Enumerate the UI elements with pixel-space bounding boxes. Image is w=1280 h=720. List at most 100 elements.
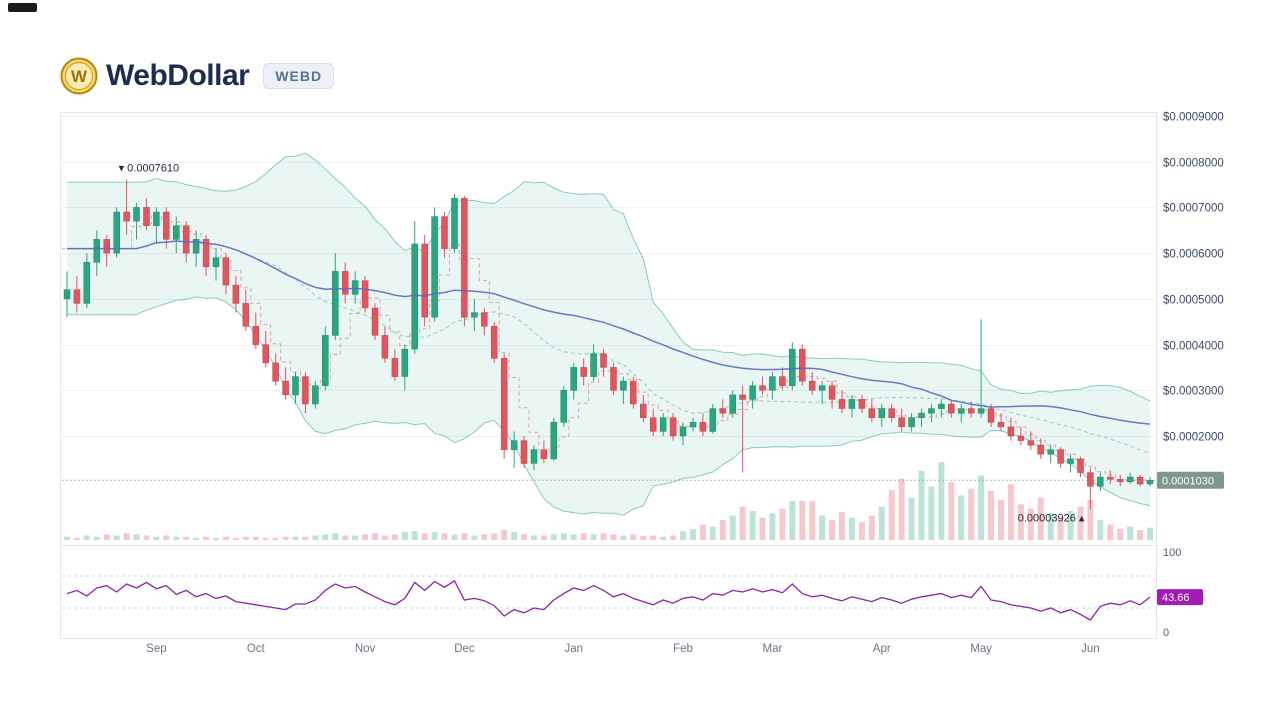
volume-bar — [302, 536, 309, 540]
candle-body — [212, 257, 220, 268]
candle-body — [471, 312, 478, 318]
candle-body — [649, 417, 657, 432]
rsi-value-badge — [1157, 589, 1203, 606]
volume-bar — [948, 482, 955, 540]
candle-body — [83, 262, 91, 304]
volume-bar — [1127, 526, 1134, 540]
volume-bar — [113, 535, 120, 540]
volume-bar — [799, 501, 806, 540]
candle-body — [202, 239, 210, 268]
svg-text:W: W — [71, 67, 88, 86]
candle-body — [818, 385, 826, 391]
candle-body — [1057, 449, 1064, 464]
bollinger-upper-line — [67, 152, 1151, 402]
candle-body — [878, 408, 885, 418]
volume-bar — [898, 478, 905, 540]
candle-body — [351, 280, 359, 295]
volume-bar — [829, 519, 836, 540]
volume-bar — [441, 533, 448, 540]
volume-bar — [292, 536, 299, 540]
volume-bar — [352, 535, 359, 540]
volume-bar — [809, 501, 816, 540]
volume-bar — [242, 536, 249, 540]
volume-bar — [1057, 517, 1064, 540]
volume-bar — [153, 536, 160, 540]
volume-bar — [719, 519, 726, 540]
volume-bar — [630, 534, 637, 540]
candle-body — [828, 385, 836, 400]
y-tick-label: $0.0004000 — [1163, 341, 1224, 353]
header: W WebDollar WEBD — [60, 57, 335, 95]
volume-bar — [858, 522, 865, 540]
volume-bar — [868, 515, 875, 540]
candle-body — [192, 239, 200, 254]
volume-bar — [998, 499, 1004, 540]
volume-bar — [372, 533, 378, 540]
candle-body — [1067, 458, 1074, 464]
candle-body — [1007, 426, 1015, 437]
candle-body — [1087, 472, 1094, 487]
candle-body — [977, 408, 985, 414]
x-axis-month-label: Sep — [146, 643, 166, 655]
candle-body — [222, 257, 230, 286]
volume-bar — [878, 506, 885, 540]
volume-bar — [272, 537, 279, 540]
x-axis-month-label: Nov — [355, 643, 376, 655]
volume-bar — [739, 506, 746, 540]
volume-bar — [511, 532, 518, 540]
volume-bar — [213, 537, 219, 540]
volume-bar — [570, 534, 577, 540]
x-axis-month-label: Apr — [873, 643, 891, 655]
volume-bar — [600, 533, 607, 540]
bollinger-band-fill — [67, 153, 1150, 516]
candle-body — [610, 367, 617, 391]
candle-body — [232, 284, 240, 304]
candle-body — [739, 394, 746, 400]
candle-body — [411, 243, 418, 350]
candle-body — [391, 358, 399, 377]
candle-body — [769, 376, 776, 391]
volume-bar — [362, 534, 369, 540]
volume-bar — [1077, 506, 1084, 540]
volume-bar — [521, 534, 527, 540]
candle-body — [620, 380, 627, 391]
volume-bar — [590, 534, 597, 540]
x-axis-month-label: Jun — [1081, 643, 1100, 655]
volume-bar — [411, 531, 418, 540]
candle-body — [1146, 480, 1154, 485]
volume-bar — [938, 462, 945, 540]
candle-body — [689, 422, 697, 428]
y-tick-label: $0.0009000 — [1163, 112, 1224, 124]
volume-bar — [1107, 524, 1114, 540]
candle-body — [570, 367, 577, 391]
candle-body — [1017, 435, 1025, 441]
volume-bar — [848, 517, 855, 540]
symbol-badge: WEBD — [263, 63, 335, 89]
volume-bar — [749, 511, 756, 540]
volume-bar — [610, 534, 617, 540]
volume-bar — [222, 536, 229, 540]
volume-bar — [451, 534, 458, 540]
volume-bar — [93, 536, 100, 540]
candle-body — [948, 403, 955, 414]
candle-body — [938, 403, 945, 409]
y-tick-label: $0.0005000 — [1163, 295, 1224, 307]
volume-bar — [769, 513, 776, 540]
candle-body — [640, 403, 647, 418]
page-title: WebDollar — [106, 59, 250, 92]
volume-bar — [699, 524, 706, 540]
y-tick-label: $0.0007000 — [1163, 203, 1224, 215]
volume-bar — [690, 528, 696, 540]
volume-bar — [421, 533, 428, 540]
volume-bar — [173, 536, 180, 540]
candle-body — [401, 348, 409, 377]
candle-body — [699, 422, 707, 432]
volume-bar — [232, 537, 239, 540]
volume-bar — [252, 536, 259, 540]
volume-bar — [103, 534, 110, 540]
candle-body — [808, 380, 816, 391]
y-tick-label: $0.0002000 — [1163, 432, 1224, 444]
x-axis-month-label: Jan — [564, 643, 583, 655]
